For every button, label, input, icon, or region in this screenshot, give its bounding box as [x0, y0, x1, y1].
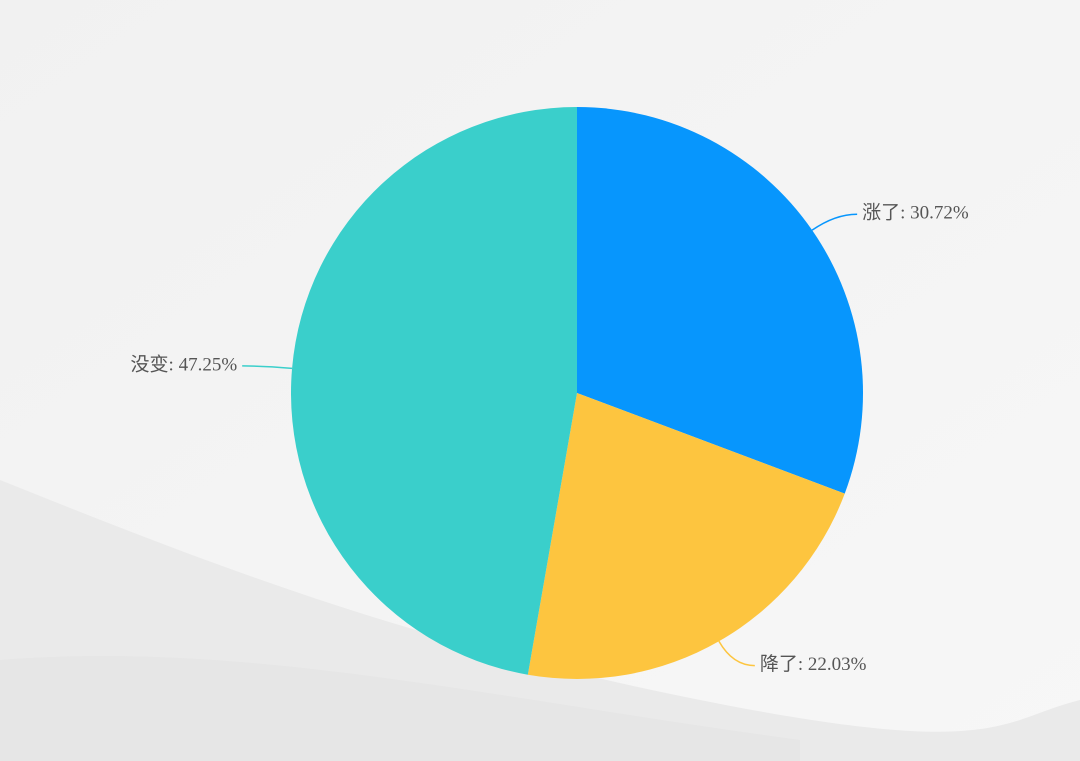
- pie-slice: [290, 107, 577, 675]
- slice-label: 降了: 22.03%: [760, 653, 867, 675]
- slice-label: 涨了: 30.72%: [862, 202, 969, 224]
- pie-slice: [577, 107, 863, 494]
- background-wave: [0, 656, 800, 761]
- leader-line: [811, 213, 858, 231]
- leader-line: [718, 640, 755, 667]
- pie: 涨了: 30.72% 降了: 22.03% 没变: 47.25%: [131, 107, 969, 679]
- slice-label: 没变: 47.25%: [131, 353, 238, 375]
- pie-slice: [527, 393, 845, 679]
- leader-line: [242, 365, 293, 370]
